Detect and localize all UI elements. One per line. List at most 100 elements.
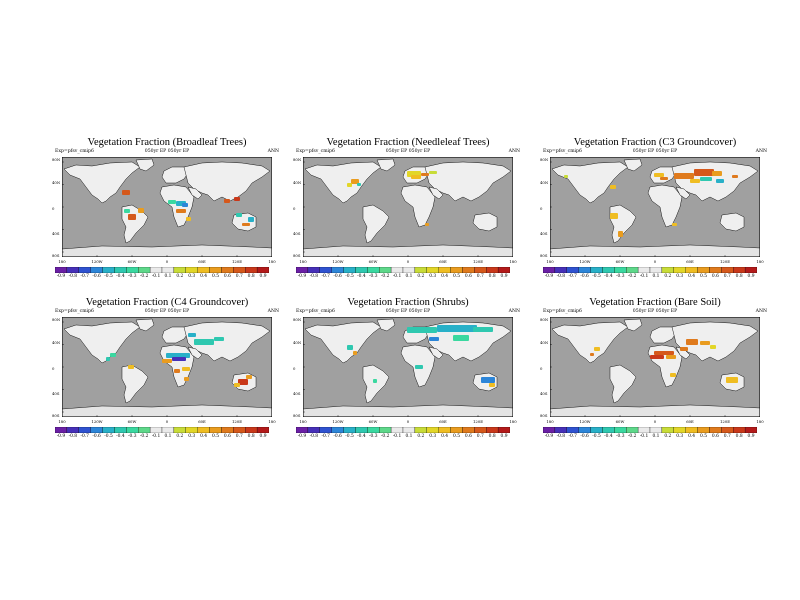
colorbar-tick-label: 0.2 — [176, 434, 184, 439]
colorbar-tick-label: -0.9 — [544, 274, 554, 279]
vegetation-patch — [347, 183, 352, 187]
colorbar-tick-label: -0.5 — [104, 434, 113, 439]
colorbar-tick-label: -0.6 — [580, 434, 589, 439]
colorbar-box — [578, 427, 591, 433]
colorbar-tick-label: -0.4 — [604, 274, 613, 279]
colorbar-tick-label: 0.6 — [464, 274, 472, 279]
colorbar-box — [90, 427, 103, 433]
colorbar-tick-label: -0.9 — [297, 274, 307, 279]
colorbar-box — [390, 267, 404, 273]
lon-label: 60W — [368, 259, 378, 264]
colorbar-tick-label: -0.2 — [139, 434, 149, 439]
colorbar-tick-label: -0.3 — [369, 274, 378, 279]
colorbar-box — [78, 427, 91, 433]
colorbar-box — [486, 427, 499, 433]
colorbar-tick-label: -0.7 — [568, 274, 577, 279]
colorbar-tick-label: 0.7 — [476, 434, 484, 439]
colorbar — [296, 267, 510, 273]
antarctica-landmass — [550, 244, 760, 257]
colorbar-box — [367, 427, 380, 433]
colorbar-tick-label: 0.8 — [488, 274, 496, 279]
colorbar-box — [78, 267, 91, 273]
colorbar-tick-label: -0.6 — [333, 274, 342, 279]
colorbar-tick-label: -0.3 — [128, 434, 137, 439]
colorbar-box — [697, 427, 710, 433]
lon-label: 0 — [653, 259, 657, 264]
colorbar-box — [497, 427, 510, 433]
antarctica-landmass — [303, 244, 513, 257]
lon-label: 180 — [268, 419, 276, 424]
colorbar-tick-label: 0.2 — [417, 274, 425, 279]
colorbar-tick-label: 0.3 — [676, 434, 684, 439]
vegetation-patch — [214, 337, 224, 341]
panel-subtitle-left: Exp=pfsv_cmip6 — [55, 149, 94, 154]
colorbar-box — [450, 427, 463, 433]
lat-label: 0 — [293, 366, 296, 371]
vegetation-patch — [186, 217, 191, 221]
vegetation-patch — [234, 197, 240, 201]
vegetation-patch — [660, 177, 668, 180]
lat-label: 40S — [52, 231, 60, 236]
lon-label: 180 — [299, 259, 307, 264]
panel-shrubs: Vegetation Fraction (Shrubs) Exp=pfsv_cm… — [293, 297, 523, 457]
colorbar-box — [126, 267, 139, 273]
colorbar-box — [402, 427, 416, 433]
lon-label: 0 — [406, 259, 410, 264]
colorbar-tick-label: -0.4 — [357, 434, 366, 439]
colorbar-box — [355, 427, 368, 433]
colorbar-tick-label: -0.5 — [592, 274, 601, 279]
colorbar-tick-label: -0.1 — [639, 274, 649, 279]
vegetation-patch — [168, 200, 176, 204]
vegetation-patch — [610, 185, 616, 189]
north-america-landmass — [63, 161, 141, 204]
colorbar-box — [661, 427, 674, 433]
colorbar-box — [543, 267, 556, 273]
colorbar-box — [209, 427, 222, 433]
vegetation-patch — [674, 173, 694, 179]
colorbar-tick-label: -0.4 — [357, 274, 366, 279]
colorbar-tick-label: 0.3 — [188, 274, 196, 279]
colorbar-box — [554, 427, 567, 433]
colorbar — [296, 427, 510, 433]
vegetation-patch — [128, 365, 134, 369]
arabia-landmass — [187, 346, 203, 360]
colorbar-tick-label: 0.4 — [200, 274, 208, 279]
lon-label: 60W — [127, 419, 137, 424]
colorbar-tick-label: -0.8 — [556, 274, 566, 279]
colorbar-box — [221, 427, 234, 433]
vegetation-patch — [194, 339, 214, 345]
vegetation-patch — [166, 353, 190, 358]
panel-title: Vegetation Fraction (Broadleaf Trees) — [87, 137, 247, 148]
lon-label: 180 — [58, 419, 66, 424]
antarctica-landmass — [550, 404, 760, 417]
lon-label: 120W — [332, 259, 344, 264]
colorbar-box — [66, 427, 79, 433]
europe-landmass — [161, 166, 189, 184]
colorbar-tick-label: -0.9 — [544, 434, 554, 439]
colorbar-tick-label: -0.1 — [392, 274, 402, 279]
lat-label: 80N — [293, 317, 302, 322]
panel-needleleaf: Vegetation Fraction (Needleleaf Trees) E… — [293, 137, 523, 297]
colorbar-tick-label: -0.2 — [380, 434, 390, 439]
vegetation-patch — [694, 169, 714, 176]
vegetation-patch — [353, 351, 357, 355]
lat-label: 80N — [540, 157, 549, 162]
colorbar-box — [185, 267, 198, 273]
greenland-landmass — [623, 158, 643, 172]
panel-subtitle-left: Exp=pfsv_cmip6 — [296, 149, 335, 154]
lon-label: 60W — [127, 259, 137, 264]
vegetation-patch — [124, 209, 130, 213]
colorbar-tick-label: -0.1 — [639, 434, 649, 439]
colorbar-tick-label: 0.6 — [711, 434, 719, 439]
colorbar-box — [685, 427, 698, 433]
vegetation-patch — [710, 345, 716, 349]
colorbar-tick-label: -0.7 — [568, 434, 577, 439]
colorbar-tick-label: 0.6 — [464, 434, 472, 439]
lon-label: 60W — [615, 259, 625, 264]
panel-subtitle-left: Exp=pfsv_cmip6 — [296, 309, 335, 314]
panel-subtitle-mid: 050yr EP 050yr EP — [632, 309, 678, 314]
colorbar-box — [233, 427, 246, 433]
north-america-landmass — [63, 321, 141, 364]
colorbar-box — [661, 267, 674, 273]
vegetation-patch — [234, 383, 240, 387]
